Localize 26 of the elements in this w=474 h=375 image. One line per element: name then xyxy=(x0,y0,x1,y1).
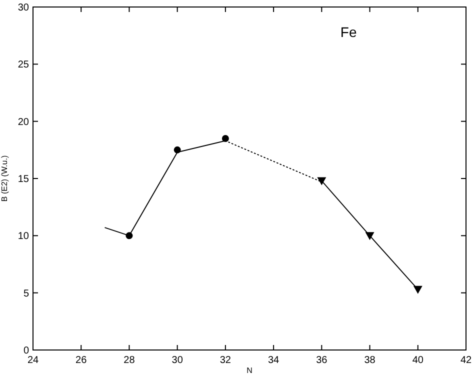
point xyxy=(174,146,181,154)
point xyxy=(365,232,374,240)
x-tick-label: 30 xyxy=(172,355,184,366)
y-tick-label: 25 xyxy=(18,60,30,71)
x-tick-label: 26 xyxy=(76,355,88,366)
y-tick-label: 15 xyxy=(18,174,30,185)
y-tick-label: 10 xyxy=(18,231,30,242)
x-tick-label: 28 xyxy=(124,355,136,366)
y-tick-label: 30 xyxy=(18,2,30,14)
y-tick-label: 0 xyxy=(23,346,30,356)
x-axis-title: N xyxy=(246,366,253,375)
point xyxy=(317,177,326,186)
x-tick-label: 32 xyxy=(220,355,232,366)
y-tick-label: 20 xyxy=(18,116,30,128)
x-tick-label: 24 xyxy=(27,355,39,366)
x-tick-label: 38 xyxy=(364,355,376,366)
x-tick-label: 42 xyxy=(460,355,472,366)
x-tick-label: 40 xyxy=(412,355,424,366)
point xyxy=(126,232,133,240)
y-tick-label: 5 xyxy=(23,288,30,300)
x-tick-label: 36 xyxy=(316,355,328,366)
y-axis-title: B (E2) (W.u.) xyxy=(0,155,9,202)
point xyxy=(222,134,229,142)
point xyxy=(413,286,422,294)
annotation: Fe xyxy=(340,24,357,40)
x-tick-label: 34 xyxy=(268,355,280,366)
